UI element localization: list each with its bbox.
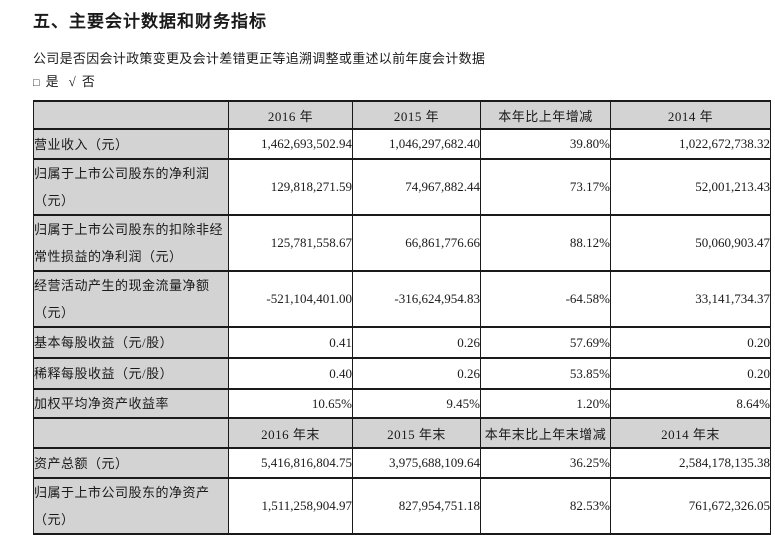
cell-2016: 129,818,271.59 [228,158,353,216]
choice-yes-label: 是 [45,74,59,89]
cell-change: 57.69% [480,326,611,359]
table-row-operating-cash-flow: 经营活动产生的现金流量净额 （元） -521,104,401.00 -316,6… [33,270,771,328]
table-header-row-annual: 2016 年 2015 年 本年比上年增减 2014 年 [33,100,771,130]
table-row-net-profit-deducted: 归属于上市公司股东的扣除非经 常性损益的净利润（元） 125,781,558.6… [33,214,771,272]
cell-2015: 827,954,751.18 [352,477,481,535]
key-financials-table: 2016 年 2015 年 本年比上年增减 2014 年 营业收入（元） 1,4… [33,100,771,535]
row-label: 资产总额（元） [33,447,229,479]
header-blank-cell [33,100,229,130]
row-label: 营业收入（元） [33,128,229,160]
cell-2016: 10.65% [228,388,353,419]
table-header-row-yearend: 2016 年末 2015 年末 本年末比上年末增减 2014 年末 [33,417,771,449]
row-label: 经营活动产生的现金流量净额 （元） [33,270,229,328]
cell-2015: 1,046,297,682.40 [352,128,481,160]
row-label: 基本每股收益（元/股） [33,326,229,359]
cell-2016: 0.41 [228,326,353,359]
table-row-net-assets: 归属于上市公司股东的净资产 （元） 1,511,258,904.97 827,9… [33,477,771,535]
header-yearend-2015: 2015 年末 [352,417,481,449]
choice-no-label: 否 [81,74,95,89]
header-yearend-2016: 2016 年末 [228,417,353,449]
section-title: 五、主要会计数据和财务指标 [33,12,267,31]
cell-2014: 761,672,326.05 [610,477,771,535]
restatement-choice: □ 是 √ 否 [33,71,95,90]
table-row-weighted-roe: 加权平均净资产收益率 10.65% 9.45% 1.20% 8.64% [33,388,771,419]
cell-2014: 0.20 [610,357,771,390]
cell-2015: 74,967,882.44 [352,158,481,216]
table-row-net-profit: 归属于上市公司股东的净利润 （元） 129,818,271.59 74,967,… [33,158,771,216]
cell-2015: 66,861,776.66 [352,214,481,272]
header-year-2014: 2014 年 [610,100,771,130]
cell-change: 88.12% [480,214,611,272]
checkbox-unchecked-icon: □ [33,77,40,89]
header-year-2016: 2016 年 [228,100,353,130]
cell-2015: 9.45% [352,388,481,419]
cell-2016: 125,781,558.67 [228,214,353,272]
cell-2015: 0.26 [352,326,481,359]
cell-change: 36.25% [480,447,611,479]
cell-2014: 2,584,178,135.38 [610,447,771,479]
cell-2014: 52,001,213.43 [610,158,771,216]
cell-change: 53.85% [480,357,611,390]
cell-2015: -316,624,954.83 [352,270,481,328]
cell-2016: 1,511,258,904.97 [228,477,353,535]
cell-change: 39.80% [480,128,611,160]
row-label: 加权平均净资产收益率 [33,388,229,419]
header-year-2015: 2015 年 [352,100,481,130]
row-label: 稀释每股收益（元/股） [33,357,229,390]
cell-2014: 1,022,672,738.32 [610,128,771,160]
cell-2014: 50,060,903.47 [610,214,771,272]
cell-2015: 0.26 [352,357,481,390]
restatement-question: 公司是否因会计政策变更及会计差错更正等追溯调整或重述以前年度会计数据 [33,51,486,66]
table-row-revenue: 营业收入（元） 1,462,693,502.94 1,046,297,682.4… [33,128,771,160]
table-row-diluted-eps: 稀释每股收益（元/股） 0.40 0.26 53.85% 0.20 [33,357,771,390]
row-label: 归属于上市公司股东的净利润 （元） [33,158,229,216]
row-label: 归属于上市公司股东的净资产 （元） [33,477,229,535]
cell-change: 73.17% [480,158,611,216]
header-yearend-2014: 2014 年末 [610,417,771,449]
table-row-total-assets: 资产总额（元） 5,416,816,804.75 3,975,688,109.6… [33,447,771,479]
cell-2014: 0.20 [610,326,771,359]
row-label: 归属于上市公司股东的扣除非经 常性损益的净利润（元） [33,214,229,272]
cell-change: 1.20% [480,388,611,419]
cell-2014: 8.64% [610,388,771,419]
header-yearend-change: 本年末比上年末增减 [480,417,611,449]
header-blank-cell [33,417,229,449]
header-yoy-change: 本年比上年增减 [480,100,611,130]
cell-change: -64.58% [480,270,611,328]
cell-2016: 1,462,693,502.94 [228,128,353,160]
cell-2016: -521,104,401.00 [228,270,353,328]
checkmark-icon: √ [68,74,76,89]
table-row-basic-eps: 基本每股收益（元/股） 0.41 0.26 57.69% 0.20 [33,326,771,359]
cell-2014: 33,141,734.37 [610,270,771,328]
cell-2016: 5,416,816,804.75 [228,447,353,479]
cell-2016: 0.40 [228,357,353,390]
cell-change: 82.53% [480,477,611,535]
cell-2015: 3,975,688,109.64 [352,447,481,479]
